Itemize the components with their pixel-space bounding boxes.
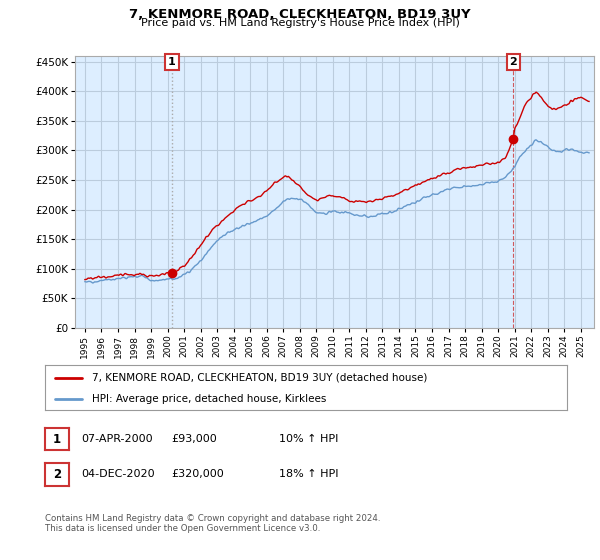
Text: 7, KENMORE ROAD, CLECKHEATON, BD19 3UY: 7, KENMORE ROAD, CLECKHEATON, BD19 3UY xyxy=(129,8,471,21)
Text: 2: 2 xyxy=(53,468,61,481)
Text: 2: 2 xyxy=(509,57,517,67)
Text: Price paid vs. HM Land Registry's House Price Index (HPI): Price paid vs. HM Land Registry's House … xyxy=(140,18,460,29)
Text: £93,000: £93,000 xyxy=(171,434,217,444)
Text: HPI: Average price, detached house, Kirklees: HPI: Average price, detached house, Kirk… xyxy=(92,394,326,404)
Text: 18% ↑ HPI: 18% ↑ HPI xyxy=(279,469,338,479)
Text: 10% ↑ HPI: 10% ↑ HPI xyxy=(279,434,338,444)
Text: 1: 1 xyxy=(53,432,61,446)
Text: Contains HM Land Registry data © Crown copyright and database right 2024.
This d: Contains HM Land Registry data © Crown c… xyxy=(45,514,380,534)
Text: 07-APR-2000: 07-APR-2000 xyxy=(81,434,152,444)
Text: 1: 1 xyxy=(168,57,176,67)
Text: 04-DEC-2020: 04-DEC-2020 xyxy=(81,469,155,479)
Text: £320,000: £320,000 xyxy=(171,469,224,479)
Text: 7, KENMORE ROAD, CLECKHEATON, BD19 3UY (detached house): 7, KENMORE ROAD, CLECKHEATON, BD19 3UY (… xyxy=(92,372,427,382)
